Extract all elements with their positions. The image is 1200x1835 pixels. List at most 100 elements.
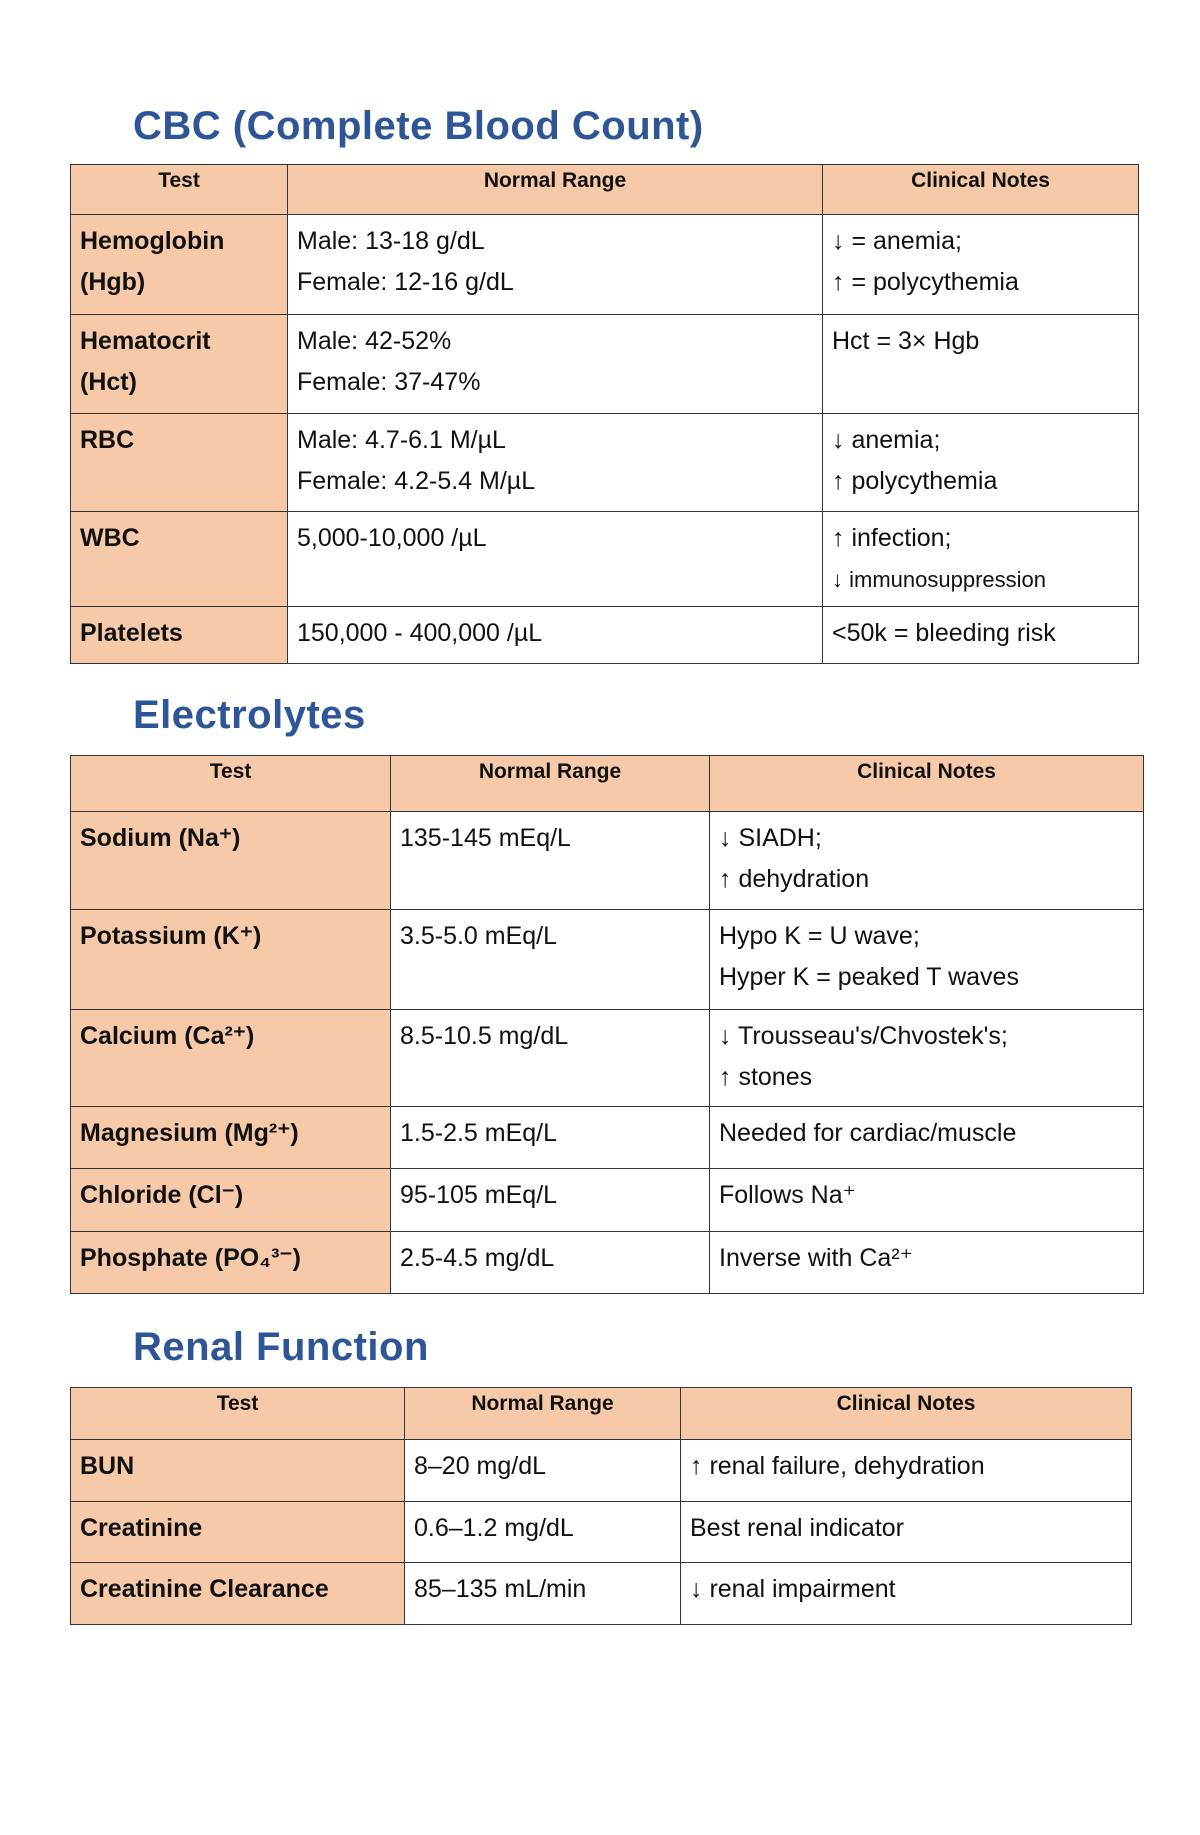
test-cell: RBC bbox=[70, 413, 288, 512]
notes-line: ↓ anemia; bbox=[832, 426, 941, 454]
notes-cell: Best renal indicator bbox=[680, 1501, 1132, 1563]
table-row: Platelets 150,000 - 400,000 /µL <50k = ble… bbox=[70, 606, 1139, 664]
notes-cell: <50k = bleeding risk bbox=[822, 606, 1139, 664]
test-cell: Hematocrit (Hct) bbox=[70, 314, 288, 414]
notes-line: Inverse with Ca²⁺ bbox=[719, 1244, 913, 1272]
table-row: Sodium (Na⁺) 135-145 mEq/L ↓ SIADH; ↑ dehyd… bbox=[70, 811, 1144, 910]
range-cell: 5,000-10,000 /µL bbox=[287, 511, 823, 607]
range-cell: 95-105 mEq/L bbox=[390, 1168, 710, 1232]
notes-line: Hct = 3× Hgb bbox=[832, 327, 980, 355]
notes-line: ↑ = polycythemia bbox=[832, 268, 1019, 296]
notes-line: ↓ renal impairment bbox=[690, 1575, 896, 1603]
notes-line: ↓ Trousseau's/Chvostek's; bbox=[719, 1022, 1008, 1050]
column-header: Test bbox=[70, 164, 288, 215]
cbc-table: Test Normal Range Clinical Notes Hemoglobin… bbox=[70, 164, 1139, 664]
notes-cell: Follows Na⁺ bbox=[709, 1168, 1144, 1232]
range-line: 0.6–1.2 mg/dL bbox=[414, 1514, 574, 1542]
range-line: Male: 4.7-6.1 M/µL bbox=[297, 426, 506, 454]
notes-line: ↓ SIADH; bbox=[719, 824, 822, 852]
table-row: Potassium (K⁺) 3.5-5.0 mEq/L Hypo K = U wa… bbox=[70, 909, 1144, 1010]
test-line: Calcium (Ca²⁺) bbox=[80, 1022, 255, 1050]
range-line: Male: 13-18 g/dL bbox=[297, 227, 485, 255]
range-cell: Male: 42-52% Female: 37-47% bbox=[287, 314, 823, 414]
header-row: Test Normal Range Clinical Notes bbox=[70, 755, 1144, 812]
test-line: Magnesium (Mg²⁺) bbox=[80, 1119, 299, 1147]
column-header: Normal Range bbox=[287, 164, 823, 215]
notes-cell: Inverse with Ca²⁺ bbox=[709, 1231, 1144, 1294]
test-line: WBC bbox=[80, 524, 140, 552]
table-row: Calcium (Ca²⁺) 8.5-10.5 mg/dL ↓ Trousseau'… bbox=[70, 1009, 1144, 1107]
test-line: Hemoglobin bbox=[80, 227, 225, 255]
notes-line: ↓ = anemia; bbox=[832, 227, 962, 255]
notes-line: ↑ dehydration bbox=[719, 865, 870, 893]
test-cell: Potassium (K⁺) bbox=[70, 909, 391, 1010]
column-header: Normal Range bbox=[390, 755, 710, 812]
range-line: 3.5-5.0 mEq/L bbox=[400, 922, 558, 950]
table-row: BUN 8–20 mg/dL ↑ renal failure, dehydratio… bbox=[70, 1439, 1132, 1502]
cbc-title: CBC (Complete Blood Count) bbox=[133, 104, 704, 148]
test-line: Hematocrit bbox=[80, 327, 211, 355]
notes-line: Needed for cardiac/muscle bbox=[719, 1119, 1017, 1147]
range-line: 8.5-10.5 mg/dL bbox=[400, 1022, 569, 1050]
range-cell: 8.5-10.5 mg/dL bbox=[390, 1009, 710, 1107]
range-line: 2.5-4.5 mg/dL bbox=[400, 1244, 555, 1272]
table-row: Chloride (Cl⁻) 95-105 mEq/L Follows Na⁺ bbox=[70, 1168, 1144, 1232]
table-row: RBC Male: 4.7-6.1 M/µL Female: 4.2-5.4 M/µ… bbox=[70, 413, 1139, 512]
notes-line: ↑ stones bbox=[719, 1063, 813, 1091]
notes-cell: Hypo K = U wave; Hyper K = peaked T waves bbox=[709, 909, 1144, 1010]
range-cell: 135-145 mEq/L bbox=[390, 811, 710, 910]
electrolytes-table: Test Normal Range Clinical Notes Sodium (Na… bbox=[70, 755, 1144, 1294]
notes-cell: Hct = 3× Hgb bbox=[822, 314, 1139, 414]
notes-cell: Needed for cardiac/muscle bbox=[709, 1106, 1144, 1169]
range-line: 1.5-2.5 mEq/L bbox=[400, 1119, 558, 1147]
range-cell: 8–20 mg/dL bbox=[404, 1439, 681, 1502]
column-header: Test bbox=[70, 1387, 405, 1440]
range-line: Female: 12-16 g/dL bbox=[297, 268, 514, 296]
range-cell: 1.5-2.5 mEq/L bbox=[390, 1106, 710, 1169]
notes-cell: ↓ SIADH; ↑ dehydration bbox=[709, 811, 1144, 910]
table-row: Hemoglobin (Hgb) Male: 13-18 g/dL Female: 1… bbox=[70, 214, 1139, 315]
renal-function-table: Test Normal Range Clinical Notes BUN 8–20 mg… bbox=[70, 1387, 1132, 1625]
table-row: Creatinine Clearance 85–135 mL/min ↓ renal… bbox=[70, 1562, 1132, 1625]
range-line: Female: 4.2-5.4 M/µL bbox=[297, 467, 536, 495]
range-line: Female: 37-47% bbox=[297, 368, 481, 396]
test-line: (Hct) bbox=[80, 368, 137, 396]
notes-cell: ↑ renal failure, dehydration bbox=[680, 1439, 1132, 1502]
range-line: 135-145 mEq/L bbox=[400, 824, 571, 852]
range-line: 85–135 mL/min bbox=[414, 1575, 587, 1603]
electrolytes-title: Electrolytes bbox=[133, 693, 366, 737]
notes-line: ↑ infection; bbox=[832, 524, 952, 552]
test-line: Chloride (Cl⁻) bbox=[80, 1181, 244, 1209]
test-line: (Hgb) bbox=[80, 268, 146, 296]
test-cell: Chloride (Cl⁻) bbox=[70, 1168, 391, 1232]
notes-cell: ↓ Trousseau's/Chvostek's; ↑ stones bbox=[709, 1009, 1144, 1107]
range-line: 150,000 - 400,000 /µL bbox=[297, 619, 543, 647]
test-cell: Phosphate (PO₄³⁻) bbox=[70, 1231, 391, 1294]
test-line: Phosphate (PO₄³⁻) bbox=[80, 1244, 301, 1272]
table-row: Phosphate (PO₄³⁻) 2.5-4.5 mg/dL Inverse wi… bbox=[70, 1231, 1144, 1294]
test-line: Potassium (K⁺) bbox=[80, 922, 262, 950]
test-cell: Sodium (Na⁺) bbox=[70, 811, 391, 910]
range-line: 8–20 mg/dL bbox=[414, 1452, 547, 1480]
range-line: 95-105 mEq/L bbox=[400, 1181, 558, 1209]
header-row: Test Normal Range Clinical Notes bbox=[70, 164, 1139, 215]
column-header: Test bbox=[70, 755, 391, 812]
column-header: Clinical Notes bbox=[709, 755, 1144, 812]
range-cell: 0.6–1.2 mg/dL bbox=[404, 1501, 681, 1563]
test-cell: BUN bbox=[70, 1439, 405, 1502]
range-line: Male: 42-52% bbox=[297, 327, 452, 355]
table-row: Creatinine 0.6–1.2 mg/dL Best renal indica… bbox=[70, 1501, 1132, 1563]
test-cell: Calcium (Ca²⁺) bbox=[70, 1009, 391, 1107]
range-cell: 150,000 - 400,000 /µL bbox=[287, 606, 823, 664]
column-header: Clinical Notes bbox=[822, 164, 1139, 215]
notes-line: Follows Na⁺ bbox=[719, 1181, 856, 1209]
table-row: WBC 5,000-10,000 /µL ↑ infection; ↓ immunos… bbox=[70, 511, 1139, 607]
test-line: Platelets bbox=[80, 619, 183, 647]
test-line: RBC bbox=[80, 426, 135, 454]
test-cell: Platelets bbox=[70, 606, 288, 664]
test-cell: Creatinine Clearance bbox=[70, 1562, 405, 1625]
notes-line: ↑ renal failure, dehydration bbox=[690, 1452, 985, 1480]
notes-cell: ↓ anemia; ↑ polycythemia bbox=[822, 413, 1139, 512]
range-cell: 85–135 mL/min bbox=[404, 1562, 681, 1625]
table-row: Magnesium (Mg²⁺) 1.5-2.5 mEq/L Needed for … bbox=[70, 1106, 1144, 1169]
